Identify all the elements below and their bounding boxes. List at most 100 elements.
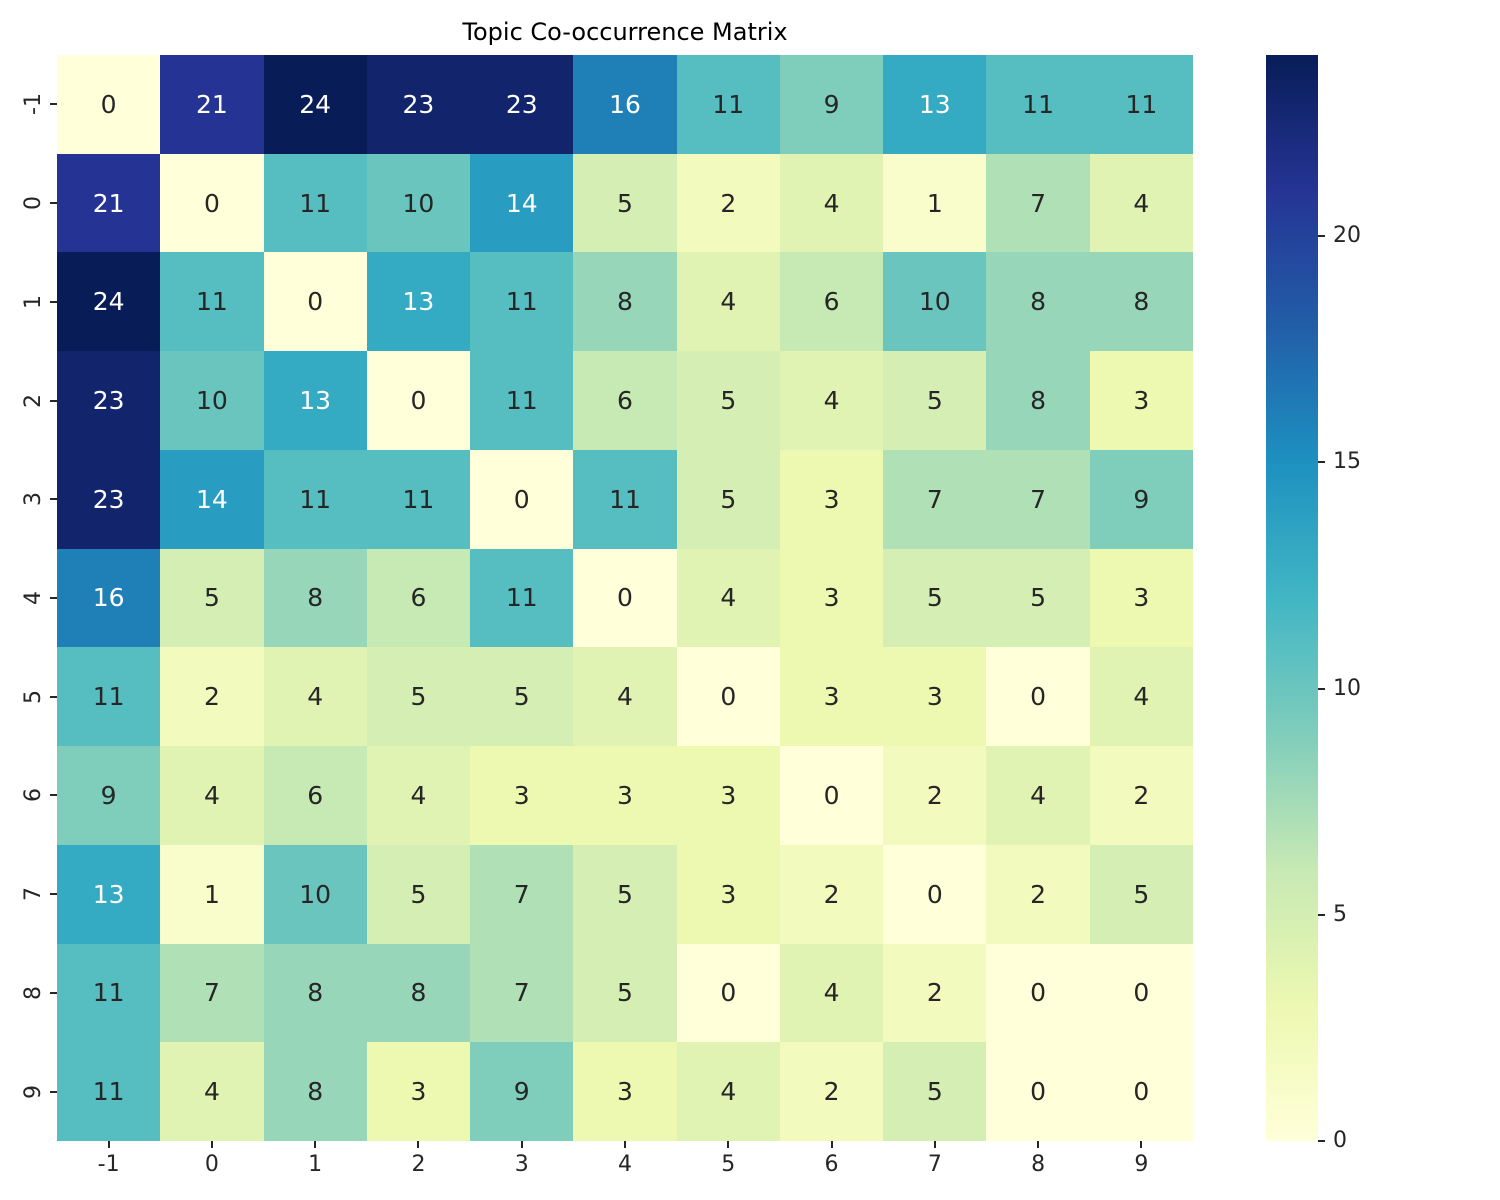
colorbar-tick-label: 20	[1333, 223, 1361, 248]
y-tick-mark	[50, 1090, 57, 1093]
x-tick-label: 8	[1031, 1152, 1046, 1177]
cell-value: 3	[823, 484, 840, 514]
cell-value: 2	[926, 780, 943, 810]
cell-value: 11	[609, 484, 641, 514]
y-tick-label: 0	[21, 196, 46, 211]
y-tick-mark	[50, 893, 57, 896]
x-tick-label: 0	[204, 1152, 219, 1177]
cell-value: 4	[617, 682, 633, 712]
heatmap-cell: 5	[573, 844, 677, 944]
x-tick-label: 4	[618, 1152, 632, 1177]
heatmap-cell: 14	[470, 153, 574, 253]
heatmap-cell: 11	[986, 55, 1090, 154]
heatmap-cell: 9	[779, 55, 884, 154]
cell-value: 24	[92, 287, 125, 317]
heatmap-cell: 0	[779, 746, 884, 845]
cell-value: 3	[513, 780, 530, 810]
heatmap-cell: 13	[57, 844, 161, 944]
heatmap-cell: 9	[57, 746, 161, 845]
cell-value: 3	[617, 780, 633, 810]
cell-value: 3	[823, 682, 840, 712]
heatmap-cell: 0	[986, 647, 1090, 747]
heatmap-cell: 8	[986, 351, 1090, 450]
y-tick-mark	[50, 399, 57, 402]
heatmap-cell: 23	[57, 351, 161, 450]
cell-value: 8	[617, 287, 633, 317]
heatmap-cell: 5	[676, 449, 780, 549]
x-tick-label: 9	[1134, 1152, 1149, 1177]
cell-value: 0	[926, 879, 943, 909]
cell-value: 11	[299, 188, 332, 218]
x-tick-mark	[933, 1141, 936, 1148]
cell-value: 8	[1030, 386, 1047, 416]
cell-value: 5	[410, 682, 427, 712]
heatmap-cell: 7	[470, 844, 574, 944]
cell-value: 11	[505, 386, 538, 416]
cell-value: 3	[617, 1077, 633, 1107]
heatmap-cell: 3	[779, 449, 884, 549]
cell-value: 5	[617, 879, 633, 909]
colorbar-tick-mark	[1318, 913, 1325, 916]
heatmap-cell: 4	[779, 943, 884, 1043]
heatmap-cell: 8	[573, 252, 677, 352]
heatmap-cell: 21	[160, 55, 264, 154]
heatmap-cell: 0	[263, 252, 367, 352]
heatmap-cell: 7	[986, 449, 1090, 549]
cell-value: 10	[195, 386, 228, 416]
heatmap-cell: 2	[986, 844, 1090, 944]
x-tick-mark	[1140, 1141, 1143, 1148]
cell-value: 9	[823, 89, 840, 119]
heatmap-cell: 0	[573, 548, 677, 648]
cell-value: 9	[513, 1077, 530, 1107]
heatmap-cell: 11	[263, 449, 367, 549]
heatmap-cell: 23	[366, 55, 471, 154]
y-tick-mark	[50, 991, 57, 994]
colorbar-tick-mark	[1318, 1140, 1325, 1142]
heatmap-cell: 5	[160, 548, 264, 648]
cell-value: 7	[513, 879, 530, 909]
cell-value: 6	[823, 287, 840, 317]
cell-value: 4	[1133, 188, 1150, 218]
y-tick-label: 7	[21, 887, 46, 902]
cell-value: 5	[203, 583, 220, 613]
heatmap-cell: 0	[366, 351, 471, 450]
cell-value: 23	[402, 89, 435, 119]
heatmap-cell: 14	[160, 449, 264, 549]
colorbar-tick-label: 10	[1333, 675, 1361, 701]
cell-value: 7	[203, 978, 220, 1008]
heatmap-cell: 5	[883, 548, 987, 648]
y-tick-label: 4	[21, 591, 46, 605]
cell-value: 5	[926, 583, 943, 613]
colorbar	[1266, 55, 1318, 1141]
cell-value: 24	[299, 89, 332, 119]
cell-value: 2	[926, 978, 943, 1008]
heatmap-cell: 8	[263, 943, 367, 1043]
colorbar-tick-label: 0	[1333, 1128, 1347, 1153]
cell-value: 0	[823, 780, 840, 810]
cell-value: 23	[505, 89, 538, 119]
cell-value: 21	[92, 188, 125, 218]
x-tick-mark	[727, 1141, 730, 1148]
heatmap-cell: 3	[366, 1042, 471, 1141]
y-tick-mark	[50, 597, 57, 599]
y-tick-mark	[50, 300, 57, 303]
x-tick-label: 2	[411, 1152, 426, 1177]
heatmap-cell: 24	[263, 55, 367, 154]
heatmap-cell: 24	[57, 252, 161, 352]
heatmap-cell: 7	[986, 153, 1090, 253]
colorbar-tick-label: 5	[1333, 901, 1347, 927]
cell-value: 8	[1030, 287, 1047, 317]
cell-value: 4	[720, 583, 737, 613]
colorbar-tick-label: 15	[1333, 449, 1361, 475]
heatmap-cell: 3	[1089, 548, 1193, 648]
x-tick-mark	[417, 1141, 420, 1148]
heatmap-cell: 7	[883, 449, 987, 549]
cell-value: 3	[926, 682, 943, 712]
cell-value: 4	[203, 1077, 220, 1107]
y-tick-label: 9	[21, 1084, 46, 1099]
cell-value: 8	[307, 1077, 324, 1107]
cell-value: 13	[402, 287, 435, 317]
y-tick-mark	[50, 103, 57, 106]
x-tick-label: 3	[514, 1152, 529, 1177]
chart-title: Topic Co-occurrence Matrix	[462, 18, 788, 46]
